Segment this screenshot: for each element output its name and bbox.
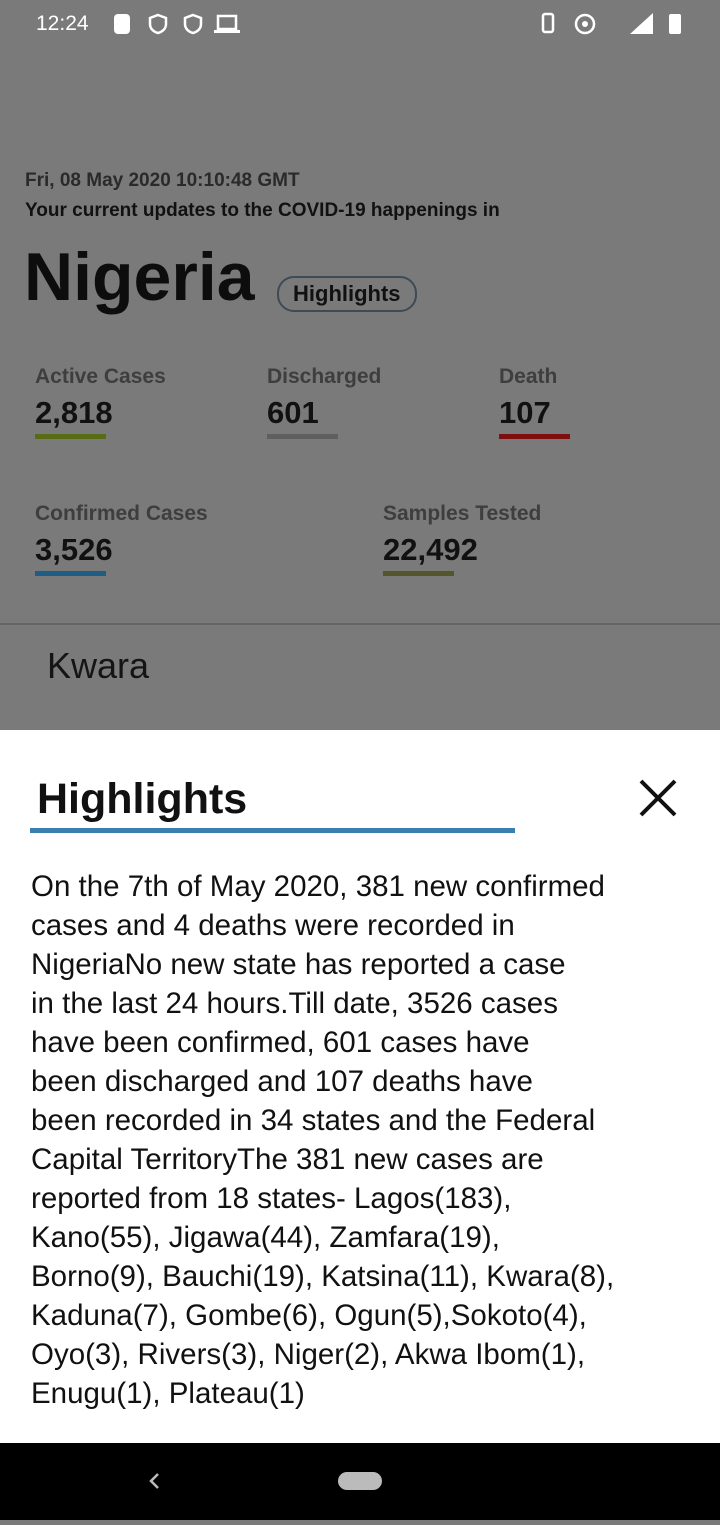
update-date: Fri, 08 May 2020 10:10:48 GMT (25, 170, 300, 191)
text-line: Kano(55), Jigawa(44), Zamfara(19), (31, 1221, 500, 1254)
notification-icons (114, 13, 240, 35)
stat-underline (35, 571, 106, 576)
text-line: Oyo(3), Rivers(3), Niger(2), Akwa Ibom(1… (31, 1338, 586, 1371)
text-line: Kaduna(7), Gombe(6), Ogun(5),Sokoto(4), (31, 1299, 587, 1332)
highlights-button[interactable]: Highlights (277, 276, 417, 312)
stat-label: Samples Tested (383, 502, 542, 525)
subtitle: Your current updates to the COVID-19 hap… (25, 200, 500, 221)
stat-value: 107 (499, 395, 551, 430)
stat-underline (499, 434, 570, 439)
text-line: reported from 18 states- Lagos(183), (31, 1182, 512, 1215)
stat-block: Samples Tested 22,492 (383, 502, 541, 576)
country-name: Nigeria (24, 239, 255, 315)
system-icons (541, 12, 681, 35)
bottom-sheet: Highlights On the 7th of May 2020, 381 n… (0, 730, 720, 1443)
text-line: NigeriaNo new state has reported a case (31, 948, 566, 981)
text-line: On the 7th of May 2020, 381 new confirme… (31, 870, 605, 903)
stat-block: Discharged 601 (267, 365, 381, 439)
text-line: have been confirmed, 601 cases have (31, 1026, 530, 1059)
stat-value: 2,818 (35, 395, 113, 430)
stat-label: Discharged (267, 365, 382, 388)
text-line: been discharged and 107 deaths have (31, 1065, 533, 1098)
sheet-title: Highlights (37, 775, 248, 823)
stat-block: Confirmed Cases 3,526 (35, 502, 208, 576)
text-line: Capital TerritoryThe 381 new cases are (31, 1143, 544, 1176)
stat-label: Death (499, 365, 558, 388)
status-bar: 12:24 (0, 0, 720, 48)
text-line: been recorded in 34 states and the Feder… (31, 1104, 596, 1137)
text-line: in the last 24 hours.Till date, 3526 cas… (31, 987, 558, 1020)
stat-underline (35, 434, 106, 439)
stat-value: 22,492 (383, 532, 478, 567)
stat-block: Active Cases 2,818 (35, 365, 166, 439)
home-button[interactable] (338, 1472, 382, 1490)
state-item[interactable]: Kwara (47, 645, 150, 686)
stat-label: Active Cases (35, 365, 166, 388)
text-line: Borno(9), Bauchi(19), Katsina(11), Kwara… (31, 1260, 615, 1293)
back-button[interactable] (149, 1473, 159, 1489)
divider (0, 623, 720, 625)
title-underline (30, 828, 515, 833)
text-line: Enugu(1), Plateau(1) (31, 1377, 305, 1410)
stat-underline (267, 434, 338, 439)
stat-value: 3,526 (35, 532, 113, 567)
navigation-bar (0, 1443, 720, 1520)
stat-block: Death 107 (499, 365, 570, 439)
text-line: cases and 4 deaths were recorded in (31, 909, 515, 942)
highlights-text: On the 7th of May 2020, 381 new confirme… (31, 867, 614, 1413)
stat-value: 601 (267, 395, 319, 430)
close-button[interactable] (638, 778, 678, 818)
clock: 12:24 (36, 12, 89, 35)
stat-underline (383, 571, 454, 576)
stat-label: Confirmed Cases (35, 502, 208, 525)
nav-buttons (149, 1472, 382, 1490)
